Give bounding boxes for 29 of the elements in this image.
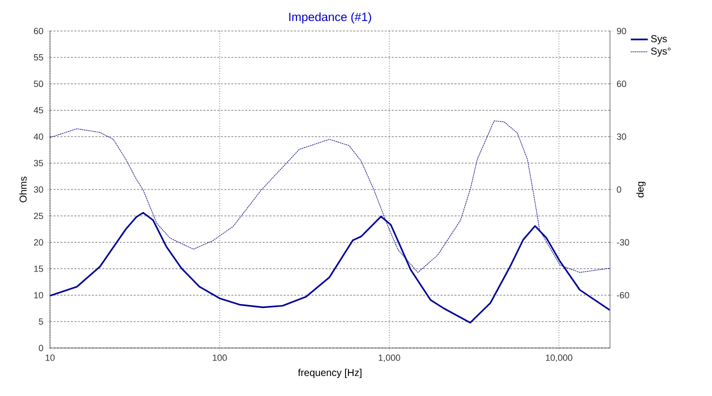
y-axis-title: Ohms — [19, 176, 27, 202]
y-tick-label: 45 — [34, 107, 44, 114]
x-tick-label: 10,000 — [546, 354, 572, 362]
y-tick-label: 35 — [34, 160, 44, 166]
y2-tick-label: 30 — [616, 133, 626, 140]
y-tick-label: 55 — [34, 54, 44, 61]
x-tick-label: 1,000 — [378, 354, 400, 362]
y-tick-label: 40 — [34, 133, 44, 140]
y-tick-label: 5 — [38, 318, 44, 325]
y2-tick-label: -30 — [616, 239, 630, 246]
x-tick-label: 10 — [46, 354, 55, 361]
y2-axis-title: deg — [636, 182, 646, 198]
y-tick-label: 10 — [34, 292, 44, 298]
y2-tick-label: -60 — [616, 292, 630, 298]
legend-label: Sys — [651, 35, 667, 44]
x-axis-title: frequency [Hz] — [298, 368, 362, 378]
y-tick-label: 20 — [34, 239, 44, 246]
y2-tick-label: 0 — [616, 186, 622, 193]
chart-title: Impedance (#1) — [289, 12, 372, 24]
x-tick-label: 100 — [212, 354, 227, 361]
y-tick-label: 25 — [34, 212, 44, 220]
y-tick-label: 50 — [34, 80, 44, 88]
y2-tick-label: 90 — [616, 28, 626, 34]
y2-tick-label: 60 — [616, 80, 626, 88]
y-tick-label: 0 — [38, 344, 44, 352]
y-tick-label: 30 — [34, 186, 44, 193]
legend-label: Sys° — [651, 48, 671, 57]
y-tick-label: 15 — [34, 266, 44, 272]
y-tick-label: 60 — [34, 28, 44, 34]
